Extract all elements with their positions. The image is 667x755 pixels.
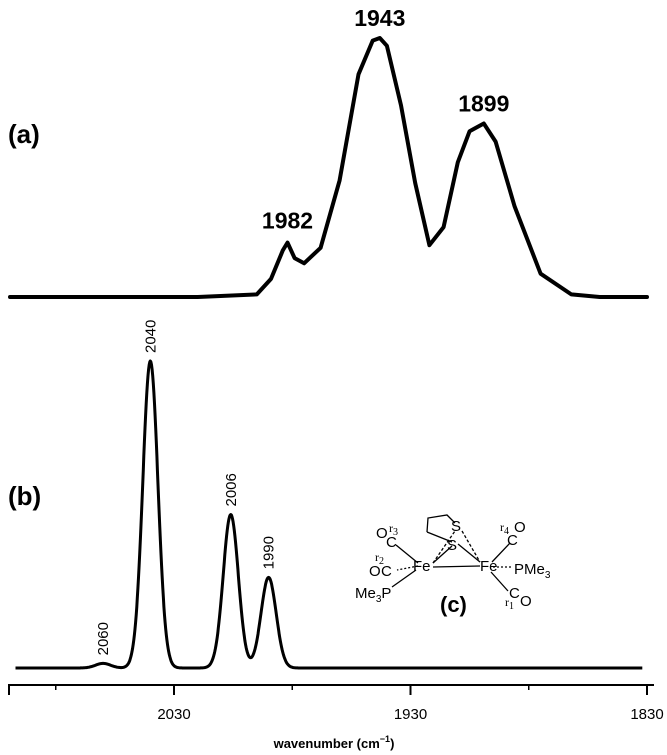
atom-fe-left: Fe [413,558,431,575]
x-tick-label-1930: 1930 [394,706,427,723]
r1-label: r1 [505,595,514,612]
atom-fe-right: Fe [480,558,498,575]
inset-molecule: S S Fe Fe O C r3 O C r2 Me3P r4 O C PMe3… [355,514,551,617]
atom-me3p: Me3P [355,585,391,605]
atom-s-top: S [451,518,461,535]
x-tick-label-1830: 1830 [630,706,663,723]
inset-c-label: (c) [440,592,467,617]
peak-labels-b: 2060 2040 2006 1990 [95,320,278,656]
r4-label: r4 [500,520,509,537]
atom-o-left-top: O [376,525,388,542]
atom-c-left-top: C [386,534,397,551]
peak-labels-a: 1982 1943 1899 [262,5,509,234]
peak-label-1943: 1943 [354,5,405,31]
x-ticks: 2030 1930 1830 [8,685,664,723]
atom-o-right-top: O [514,519,526,536]
peak-label-2006: 2006 [223,473,240,506]
r2-label: r2 [375,550,384,567]
peak-label-2040: 2040 [142,320,159,353]
atom-c-right-top: C [507,532,518,549]
atom-pme3: PMe3 [514,561,551,581]
r3-label: r3 [389,521,398,538]
atom-o-right-bottom: O [520,593,532,610]
atom-o-left-mid: O [369,563,381,580]
x-axis: 2030 1930 1830 wavenumber (cm−1) [8,684,664,751]
panel-a: (a) 1982 1943 1899 [8,5,649,299]
panel-b-label: (b) [8,481,41,511]
atom-c-right-bottom: C [509,585,520,602]
atom-s-bottom: S [447,537,457,554]
peak-label-1899: 1899 [458,91,509,117]
peak-label-1982: 1982 [262,208,313,234]
series-b-line [14,359,644,670]
peak-label-2060: 2060 [95,622,112,655]
atom-c-left-mid: C [381,563,392,580]
molecule-bonds [391,514,512,592]
peak-label-1990: 1990 [261,536,278,569]
x-axis-title: wavenumber (cm−1) [273,734,395,751]
x-tick-label-2030: 2030 [157,706,190,723]
panel-b: (b) 2060 2040 2006 1990 [8,320,644,670]
panel-a-label: (a) [8,119,40,149]
series-a-line [8,36,649,299]
